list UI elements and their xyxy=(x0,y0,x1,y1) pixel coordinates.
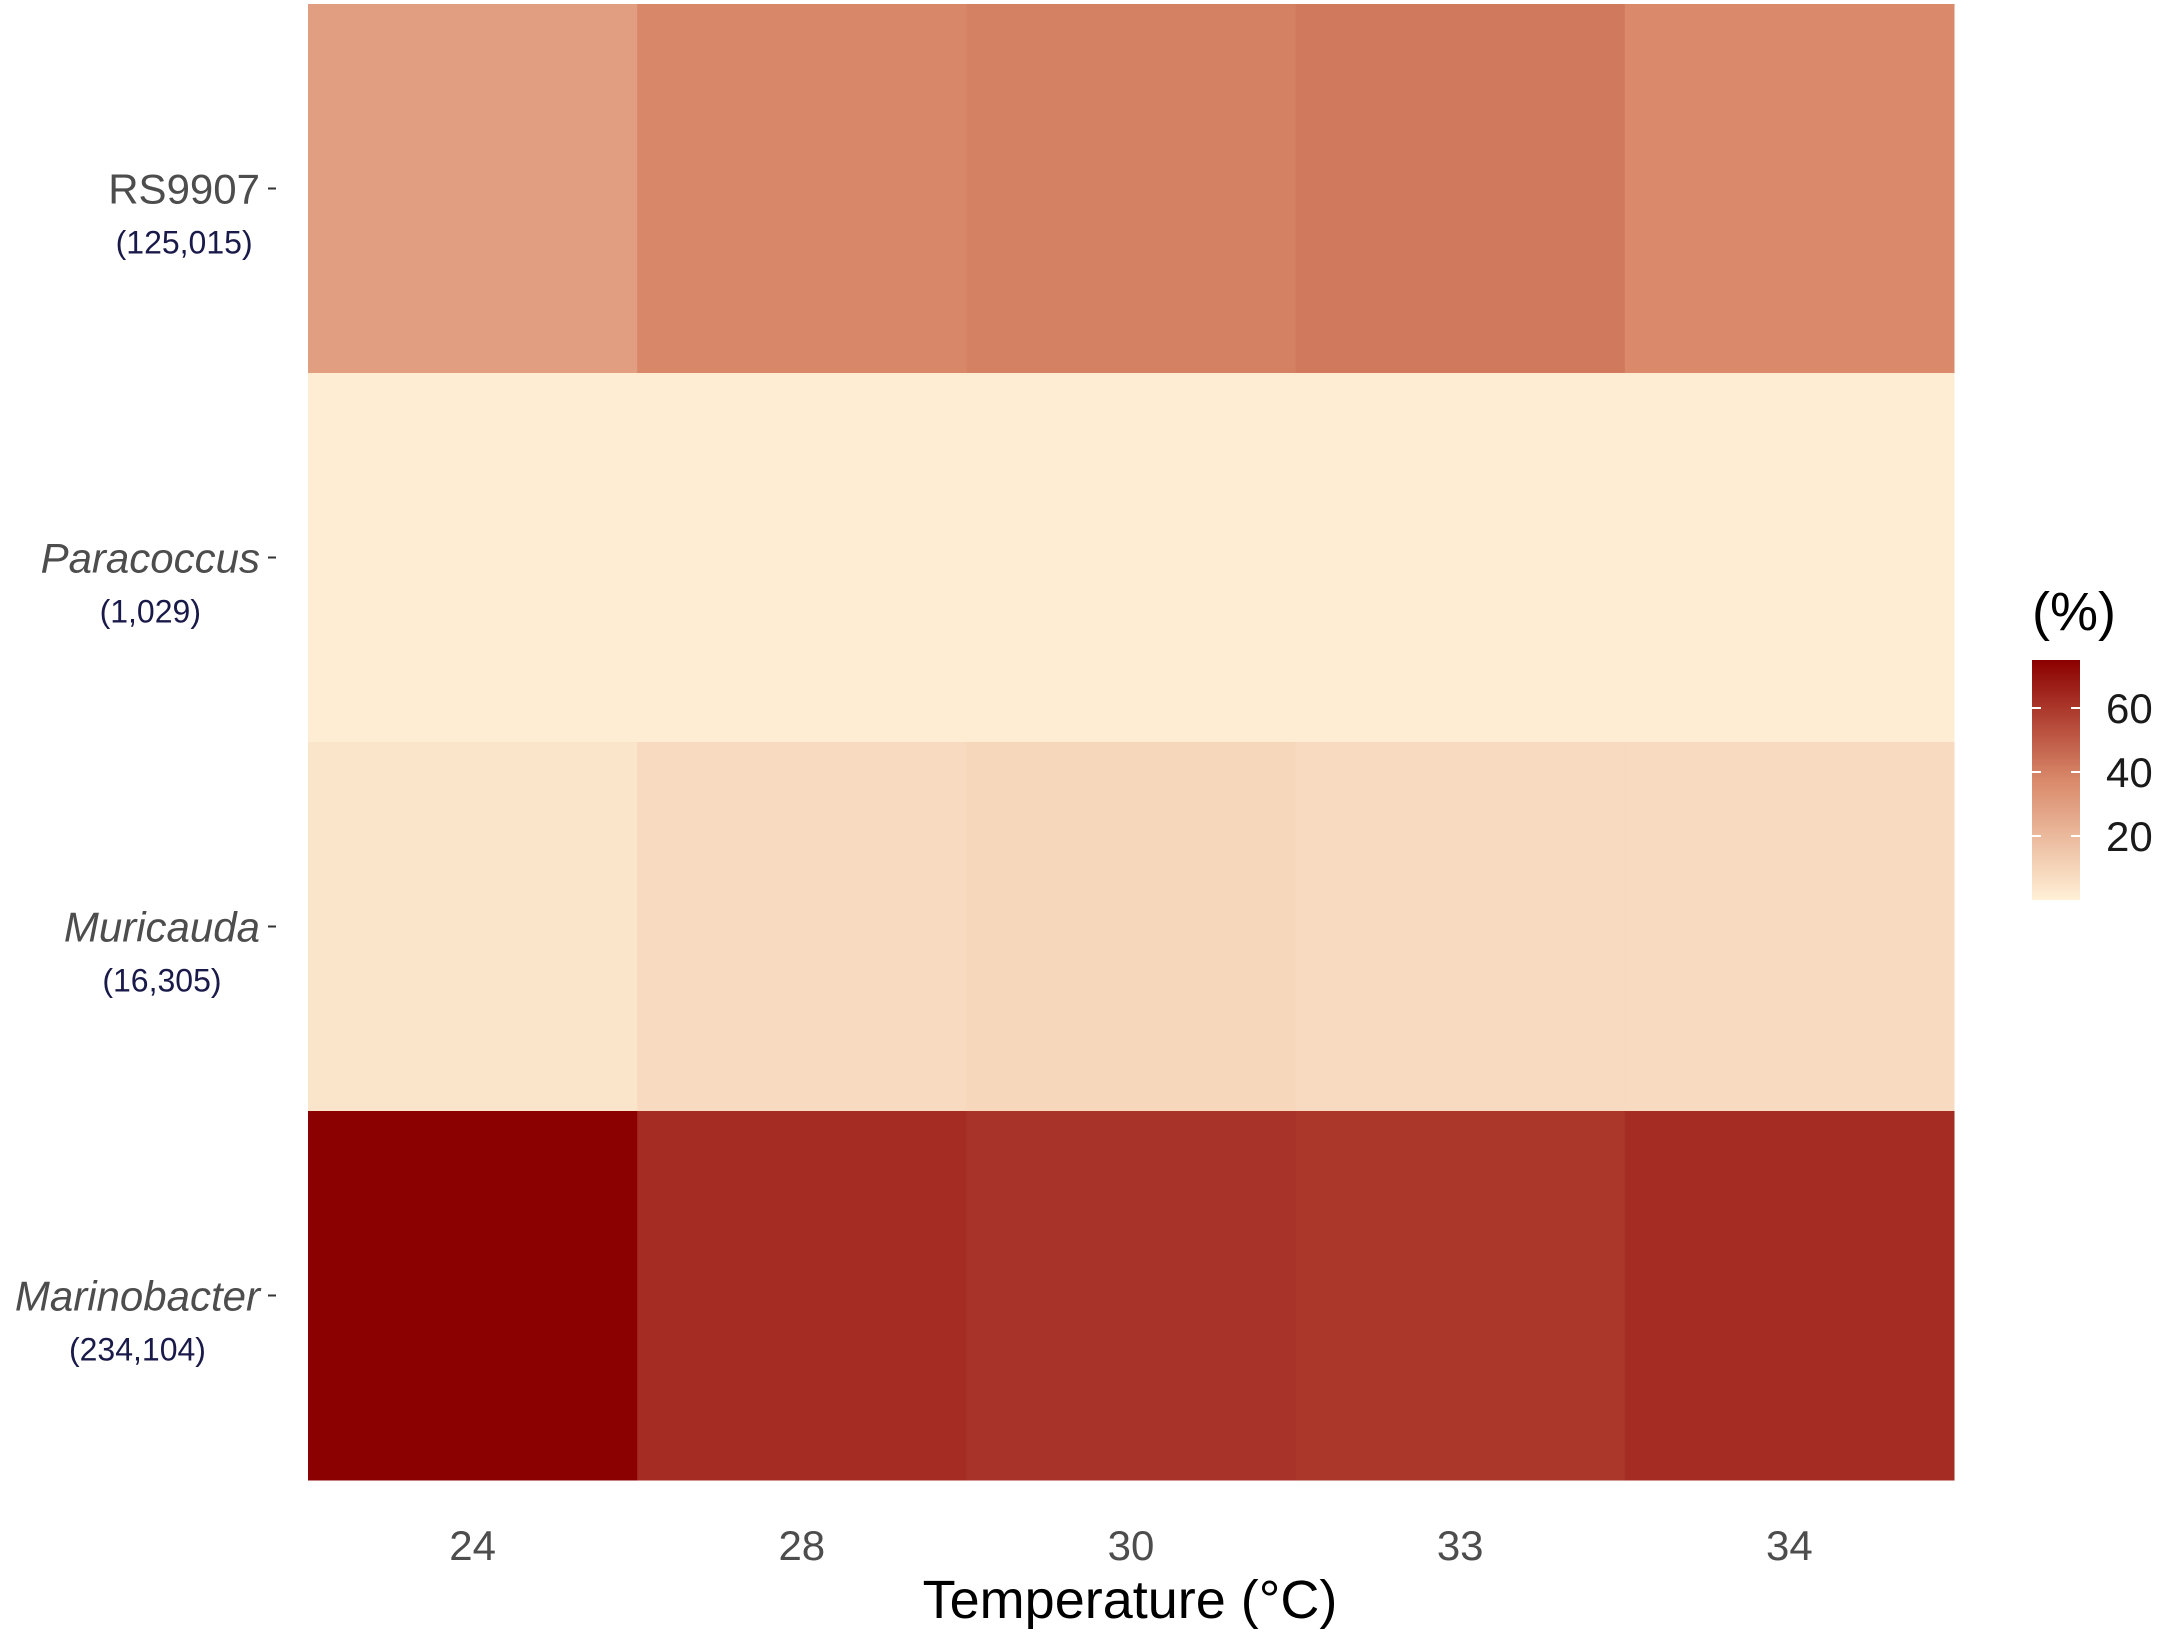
heatmap-cell xyxy=(308,1111,638,1481)
heatmap-cell xyxy=(1624,373,1955,743)
heatmap-cell xyxy=(1295,373,1626,743)
x-axis-title: Temperature (°C) xyxy=(923,1570,1338,1630)
heatmap-cell xyxy=(637,1111,967,1481)
x-tick-label: 34 xyxy=(1766,1522,1813,1569)
x-axis: 24 28 30 33 34 xyxy=(449,1522,1813,1569)
heatmap-cells xyxy=(308,4,1955,1481)
heatmap-cell xyxy=(966,373,1297,743)
y-tick-label: Muricauda xyxy=(64,904,260,951)
y-tick-count: (125,015) xyxy=(116,225,253,261)
legend-tick-label: 20 xyxy=(2106,813,2153,860)
heatmap-cell xyxy=(1295,4,1626,374)
heatmap-cell xyxy=(1295,1111,1626,1481)
x-tick-label: 24 xyxy=(449,1522,496,1569)
y-tick-count: (234,104) xyxy=(69,1332,206,1368)
heatmap-cell xyxy=(637,742,967,1112)
heatmap-cell xyxy=(637,4,967,374)
legend-ticks: 20 40 60 xyxy=(2032,685,2153,860)
y-axis: RS9907 (125,015) Paracoccus (1,029) Muricaud… xyxy=(15,166,276,1368)
heatmap-cell xyxy=(637,373,967,743)
x-tick-label: 28 xyxy=(778,1522,825,1569)
legend-tick-label: 40 xyxy=(2106,749,2153,796)
heatmap-cell xyxy=(1624,4,1955,374)
y-tick-label: Marinobacter xyxy=(15,1273,262,1320)
y-tick-count: (16,305) xyxy=(102,963,221,999)
heatmap-cell xyxy=(966,742,1297,1112)
legend-colorbar xyxy=(2032,660,2080,900)
y-tick-label: Paracoccus xyxy=(41,535,260,582)
y-tick-label: RS9907 xyxy=(108,166,260,213)
y-tick-count: (1,029) xyxy=(100,594,201,630)
heatmap-cell xyxy=(1295,742,1626,1112)
heatmap-cell xyxy=(308,373,638,743)
color-legend: (%) 20 40 60 xyxy=(2032,582,2153,900)
x-tick-label: 33 xyxy=(1437,1522,1484,1569)
heatmap-cell xyxy=(966,1111,1297,1481)
heatmap-cell xyxy=(1624,742,1955,1112)
heatmap-cell xyxy=(966,4,1297,374)
heatmap-cell xyxy=(1624,1111,1955,1481)
heatmap-cell xyxy=(308,742,638,1112)
legend-tick-label: 60 xyxy=(2106,685,2153,732)
x-tick-label: 30 xyxy=(1108,1522,1155,1569)
heatmap-cell xyxy=(308,4,638,374)
legend-title: (%) xyxy=(2032,582,2116,642)
